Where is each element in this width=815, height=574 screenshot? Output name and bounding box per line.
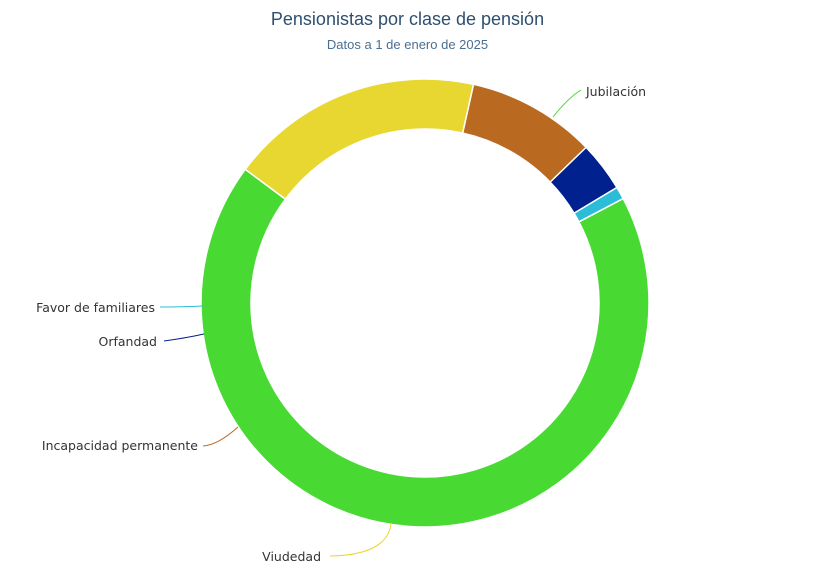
slice-jubilación[interactable] [200, 168, 650, 528]
chart-subtitle: Datos a 1 de enero de 2025 [326, 37, 489, 52]
slices-layer [200, 78, 650, 528]
slice-favor-de-familiares[interactable] [573, 186, 625, 223]
label-incapacidad-permanente: Incapacidad permanente [42, 438, 198, 453]
slice-viudedad[interactable] [244, 78, 475, 201]
connector-viudedad [329, 522, 392, 557]
connector-jubilación [552, 89, 582, 118]
connector-incapacidad-permanente [202, 426, 239, 447]
label-favor-de-familiares: Favor de familiares [36, 300, 155, 315]
labels-layer: Jubilación Viudedad Incapacidad permanente… [36, 84, 646, 564]
chart-title: Pensionistas por clase de pensión [270, 9, 545, 29]
label-viudedad: Viudedad [262, 549, 321, 564]
label-orfandad: Orfandad [99, 334, 158, 349]
connector-orfandad [163, 333, 205, 342]
connector-favor-de-familiares [159, 305, 204, 308]
label-jubilación: Jubilación [585, 84, 646, 99]
